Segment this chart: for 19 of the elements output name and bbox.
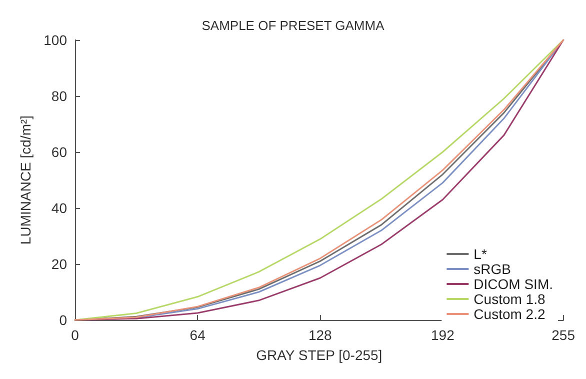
x-tick-label: 64 <box>190 327 206 343</box>
legend-label: DICOM SIM. <box>474 276 554 292</box>
y-tick-label: 80 <box>51 88 68 104</box>
x-tick-label: 255 <box>552 327 576 343</box>
x-tick-label: 192 <box>430 327 455 343</box>
legend-label: L* <box>474 246 488 262</box>
x-tick-label: 0 <box>71 327 80 343</box>
x-tick-label: 128 <box>308 327 332 343</box>
y-tick-label: 60 <box>51 144 68 160</box>
legend-label: Custom 1.8 <box>474 291 546 307</box>
legend-label: Custom 2.2 <box>474 306 546 322</box>
y-tick-label: 20 <box>51 256 68 272</box>
chart-title: SAMPLE OF PRESET GAMMA <box>202 18 385 33</box>
y-tick-label: 40 <box>51 200 68 216</box>
legend-label: sRGB <box>474 261 512 277</box>
y-axis-title: LUMINANCE [cd/m²] <box>18 115 34 245</box>
y-tick-label: 100 <box>44 32 68 48</box>
x-axis-title: GRAY STEP [0-255] <box>256 347 382 363</box>
y-tick-label: 0 <box>59 312 68 328</box>
